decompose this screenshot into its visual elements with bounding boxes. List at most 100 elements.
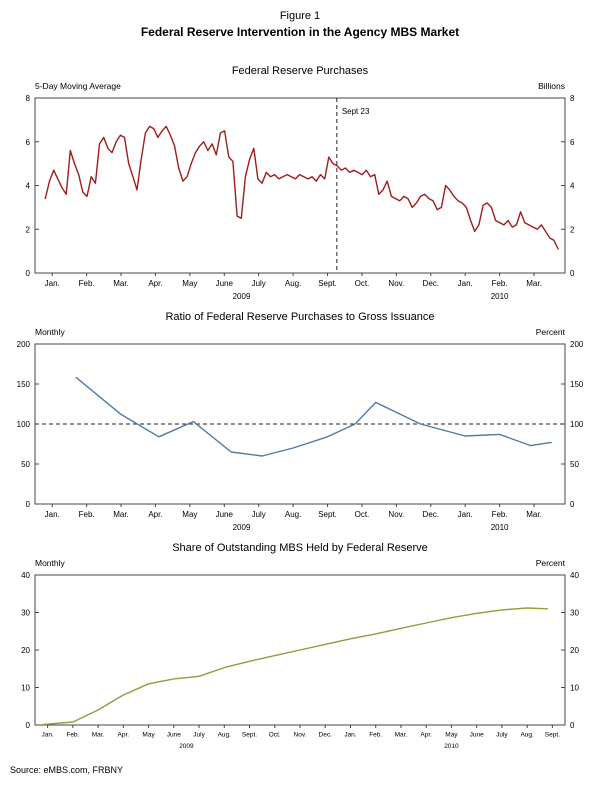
svg-text:June: June xyxy=(216,279,234,288)
svg-text:Dec.: Dec. xyxy=(319,732,333,739)
svg-text:Mar.: Mar. xyxy=(526,510,542,519)
svg-text:Feb.: Feb. xyxy=(492,510,508,519)
figure-page: Figure 1 Federal Reserve Intervention in… xyxy=(0,10,600,775)
svg-text:Feb.: Feb. xyxy=(66,732,79,739)
ratio-plot: 0 0 50 50 100 100 150 150 200 200 Jan. Feb. Mar. Apr.… xyxy=(17,340,584,532)
svg-text:Sept.: Sept. xyxy=(545,732,560,739)
svg-text:Feb.: Feb. xyxy=(79,510,95,519)
svg-text:20: 20 xyxy=(21,646,30,655)
svg-text:30: 30 xyxy=(570,609,579,618)
svg-text:20: 20 xyxy=(570,646,579,655)
svg-text:Aug.: Aug. xyxy=(520,732,534,739)
svg-text:50: 50 xyxy=(570,460,579,469)
svg-text:100: 100 xyxy=(570,420,584,429)
purchases-chart-title: Federal Reserve Purchases xyxy=(231,65,369,77)
svg-text:Dec.: Dec. xyxy=(423,510,439,519)
svg-text:10: 10 xyxy=(570,684,579,693)
share-axis-labels: Monthly Percent xyxy=(0,558,600,568)
purchases-left-axis-label: 5-Day Moving Average xyxy=(35,81,121,91)
svg-text:200: 200 xyxy=(570,340,584,349)
svg-text:Jan.: Jan. xyxy=(45,510,60,519)
svg-text:July: July xyxy=(252,510,266,519)
svg-text:Apr.: Apr. xyxy=(118,732,130,739)
svg-text:50: 50 xyxy=(21,460,30,469)
svg-text:Feb.: Feb. xyxy=(492,279,508,288)
svg-text:4: 4 xyxy=(26,182,31,191)
ratio-left-axis-label: Monthly xyxy=(35,327,65,337)
svg-text:2009: 2009 xyxy=(179,743,194,750)
svg-text:200: 200 xyxy=(17,340,31,349)
svg-text:0: 0 xyxy=(570,721,575,730)
svg-text:July: July xyxy=(252,279,266,288)
svg-text:Feb.: Feb. xyxy=(79,279,95,288)
purchases-right-axis-label: Billions xyxy=(538,81,565,91)
svg-text:0: 0 xyxy=(26,721,31,730)
share-plot: 0 0 10 10 20 20 30 30 40 40 Jan. Feb. Mar. Apr. May Jun… xyxy=(21,571,579,750)
svg-text:150: 150 xyxy=(570,380,584,389)
svg-text:Jan.: Jan. xyxy=(45,279,60,288)
svg-text:May: May xyxy=(445,732,458,739)
svg-text:8: 8 xyxy=(570,94,575,103)
svg-text:July: July xyxy=(496,732,508,739)
svg-text:Jan.: Jan. xyxy=(458,279,473,288)
svg-text:Sept.: Sept. xyxy=(318,510,337,519)
figure-number: Figure 1 xyxy=(279,10,321,22)
svg-text:0: 0 xyxy=(570,500,575,509)
ratio-axis-labels: Monthly Percent xyxy=(0,327,600,337)
svg-text:0: 0 xyxy=(26,269,31,278)
svg-text:6: 6 xyxy=(570,138,575,147)
svg-text:Sept 23: Sept 23 xyxy=(342,107,370,116)
svg-text:30: 30 xyxy=(21,609,30,618)
svg-text:2010: 2010 xyxy=(444,743,459,750)
svg-text:2: 2 xyxy=(26,225,31,234)
svg-text:Dec.: Dec. xyxy=(423,279,439,288)
svg-text:Sept.: Sept. xyxy=(242,732,257,739)
svg-text:Mar.: Mar. xyxy=(113,510,129,519)
svg-text:Feb.: Feb. xyxy=(369,732,382,739)
svg-text:Apr.: Apr. xyxy=(148,510,162,519)
svg-text:Sept.: Sept. xyxy=(318,279,337,288)
svg-text:June: June xyxy=(470,732,484,739)
svg-text:6: 6 xyxy=(26,138,31,147)
source-note: Source: eMBS.com, FRBNY xyxy=(10,765,124,775)
svg-text:Oct.: Oct. xyxy=(355,510,370,519)
svg-text:Mar.: Mar. xyxy=(92,732,105,739)
svg-text:100: 100 xyxy=(17,420,31,429)
svg-text:Oct.: Oct. xyxy=(355,279,370,288)
svg-text:0: 0 xyxy=(26,500,31,509)
svg-text:0: 0 xyxy=(570,269,575,278)
svg-text:Oct.: Oct. xyxy=(269,732,281,739)
svg-text:Apr.: Apr. xyxy=(420,732,432,739)
svg-text:Nov.: Nov. xyxy=(294,732,307,739)
svg-text:Apr.: Apr. xyxy=(148,279,162,288)
svg-text:July: July xyxy=(193,732,205,739)
svg-text:Mar.: Mar. xyxy=(526,279,542,288)
svg-text:Mar.: Mar. xyxy=(113,279,129,288)
svg-text:Jan.: Jan. xyxy=(344,732,356,739)
svg-text:2: 2 xyxy=(570,225,575,234)
svg-text:4: 4 xyxy=(570,182,575,191)
svg-text:Nov.: Nov. xyxy=(388,279,404,288)
svg-text:150: 150 xyxy=(17,380,31,389)
svg-text:40: 40 xyxy=(21,571,30,580)
purchases-plot: 0 0 2 2 4 4 6 6 8 8 Jan. Feb. Mar. Apr. May June July Aug… xyxy=(26,94,575,301)
svg-text:2009: 2009 xyxy=(233,292,251,301)
svg-text:Aug.: Aug. xyxy=(285,279,301,288)
svg-text:June: June xyxy=(167,732,181,739)
svg-text:May: May xyxy=(142,732,155,739)
share-chart: Share of Outstanding MBS Held by Federal… xyxy=(0,542,600,755)
svg-text:10: 10 xyxy=(21,684,30,693)
svg-text:Nov.: Nov. xyxy=(388,510,404,519)
svg-text:Mar.: Mar. xyxy=(395,732,408,739)
share-right-axis-label: Percent xyxy=(535,558,565,568)
share-left-axis-label: Monthly xyxy=(35,558,65,568)
figure-title: Federal Reserve Intervention in the Agen… xyxy=(140,25,460,39)
svg-text:2010: 2010 xyxy=(491,523,509,532)
share-chart-title: Share of Outstanding MBS Held by Federal… xyxy=(172,542,428,554)
svg-text:Jan.: Jan. xyxy=(458,510,473,519)
svg-text:40: 40 xyxy=(570,571,579,580)
svg-text:May: May xyxy=(182,279,197,288)
svg-text:May: May xyxy=(182,510,197,519)
svg-text:Aug.: Aug. xyxy=(218,732,232,739)
purchases-chart: Federal Reserve Purchases 5-Day Moving A… xyxy=(0,65,600,303)
